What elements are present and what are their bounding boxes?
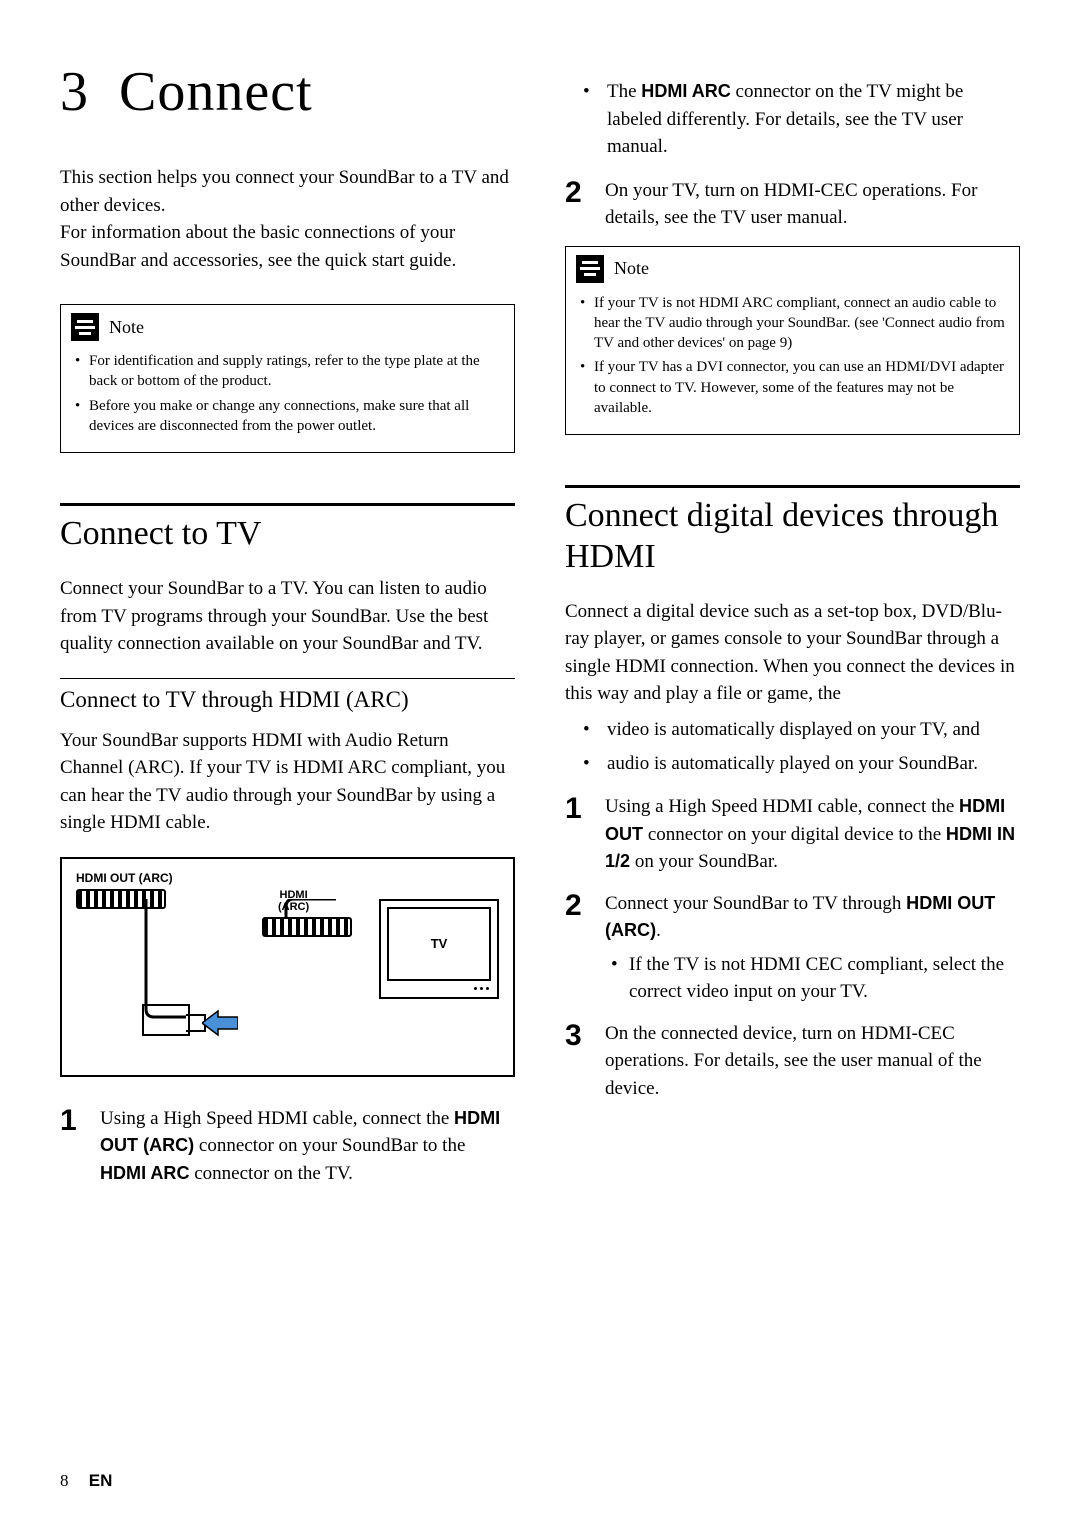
note-item: For identification and supply ratings, r… (75, 351, 500, 392)
note-body: If your TV is not HDMI ARC compliant, co… (566, 287, 1019, 435)
diagram-tv-controls-icon (381, 987, 497, 997)
step-number: 2 (565, 171, 582, 215)
footer-page-number: 8 (60, 1471, 69, 1490)
diagram-arrow-icon (202, 1009, 238, 1042)
steps-list-right-top: 2 On your TV, turn on HDMI-CEC operation… (565, 177, 1020, 232)
page-footer: 8 EN (60, 1471, 112, 1491)
section-rule (565, 485, 1020, 488)
section-body: Connect your SoundBar to a TV. You can l… (60, 575, 515, 658)
chapter-title-text: Connect (119, 61, 313, 123)
section-heading-connect-tv: Connect to TV (60, 514, 515, 555)
note-box-right: Note If your TV is not HDMI ARC complian… (565, 246, 1020, 436)
steps-list-left: 1 Using a High Speed HDMI cable, connect… (60, 1105, 515, 1188)
hdmi-arc-diagram: HDMI OUT (ARC) HDMI (ARC) TV (60, 857, 515, 1077)
page-columns: 3 Connect This section helps you connect… (60, 60, 1020, 1201)
note-item: If your TV is not HDMI ARC compliant, co… (580, 293, 1005, 354)
bullet-item: video is automatically displayed on your… (565, 716, 1020, 744)
step-item: 2 On your TV, turn on HDMI-CEC operation… (565, 177, 1020, 232)
step-text: Connect your SoundBar to TV through (605, 893, 906, 914)
subsection-body: Your SoundBar supports HDMI with Audio R… (60, 727, 515, 837)
bullet-text: The (607, 81, 641, 102)
chapter-number: 3 (60, 61, 89, 123)
chapter-title: 3 Connect (60, 60, 515, 124)
continuation-bullets: The HDMI ARC connector on the TV might b… (565, 78, 1020, 161)
footer-language: EN (89, 1471, 113, 1490)
intro-paragraph: This section helps you connect your Soun… (60, 164, 515, 274)
diagram-tv-label: TV (387, 907, 491, 981)
diagram-port-label: HDMI OUT (ARC) (76, 871, 499, 885)
section-body: Connect a digital device such as a set-t… (565, 598, 1020, 708)
bullet-strong: HDMI ARC (641, 81, 730, 101)
intro-text-2: For information about the basic connecti… (60, 222, 456, 271)
digital-bullets: video is automatically displayed on your… (565, 716, 1020, 777)
note-icon (576, 255, 604, 283)
diagram-plug-icon (142, 1004, 190, 1036)
note-body: For identification and supply ratings, r… (61, 345, 514, 452)
step-text: . (656, 920, 661, 941)
steps-list-digital: 1 Using a High Speed HDMI cable, connect… (565, 793, 1020, 1102)
subsection-heading-arc: Connect to TV through HDMI (ARC) (60, 687, 515, 713)
note-icon (71, 313, 99, 341)
step-strong: HDMI ARC (100, 1163, 189, 1183)
step-number: 3 (565, 1014, 582, 1058)
step-text: on your SoundBar. (630, 851, 778, 872)
sub-bullet-item: If the TV is not HDMI CEC compliant, sel… (605, 951, 1020, 1006)
note-box-left: Note For identification and supply ratin… (60, 304, 515, 453)
step-text: On your TV, turn on HDMI-CEC operations.… (605, 180, 977, 229)
note-item: Before you make or change any connection… (75, 396, 500, 437)
left-column: 3 Connect This section helps you connect… (60, 60, 515, 1201)
right-column: The HDMI ARC connector on the TV might b… (565, 60, 1020, 1201)
step-item: 1 Using a High Speed HDMI cable, connect… (60, 1105, 515, 1188)
step-text: On the connected device, turn on HDMI-CE… (605, 1023, 982, 1099)
diagram-tv-icon: TV (379, 899, 499, 999)
step-text: Using a High Speed HDMI cable, connect t… (605, 796, 959, 817)
step-number: 2 (565, 884, 582, 928)
note-title: Note (614, 258, 649, 279)
step-item: 3 On the connected device, turn on HDMI-… (565, 1020, 1020, 1103)
step-text: connector on your SoundBar to the (194, 1135, 465, 1156)
bullet-item: The HDMI ARC connector on the TV might b… (565, 78, 1020, 161)
diagram-cable-icon (136, 899, 336, 1019)
section-heading-digital: Connect digital devices through HDMI (565, 496, 1020, 578)
step-item: 1 Using a High Speed HDMI cable, connect… (565, 793, 1020, 876)
note-header: Note (566, 247, 1019, 287)
note-item: If your TV has a DVI connector, you can … (580, 357, 1005, 418)
step-number: 1 (60, 1099, 77, 1143)
note-header: Note (61, 305, 514, 345)
section-rule (60, 503, 515, 506)
step-item: 2 Connect your SoundBar to TV through HD… (565, 890, 1020, 1006)
sub-bullets: If the TV is not HDMI CEC compliant, sel… (605, 951, 1020, 1006)
bullet-item: audio is automatically played on your So… (565, 750, 1020, 778)
step-text: connector on the TV. (189, 1163, 352, 1184)
step-number: 1 (565, 787, 582, 831)
step-text: connector on your digital device to the (643, 824, 946, 845)
step-text: Using a High Speed HDMI cable, connect t… (100, 1108, 454, 1129)
subsection-rule (60, 678, 515, 679)
intro-text-1: This section helps you connect your Soun… (60, 167, 509, 216)
note-title: Note (109, 317, 144, 338)
